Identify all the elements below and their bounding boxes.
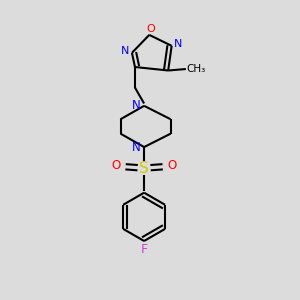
Text: N: N (131, 141, 140, 154)
Text: O: O (146, 24, 155, 34)
Text: N: N (121, 46, 130, 56)
Text: O: O (167, 159, 177, 172)
Text: CH₃: CH₃ (187, 64, 206, 74)
Text: N: N (174, 39, 182, 50)
Text: S: S (139, 161, 149, 176)
Text: N: N (131, 99, 140, 112)
Text: O: O (112, 159, 121, 172)
Text: F: F (140, 243, 148, 256)
